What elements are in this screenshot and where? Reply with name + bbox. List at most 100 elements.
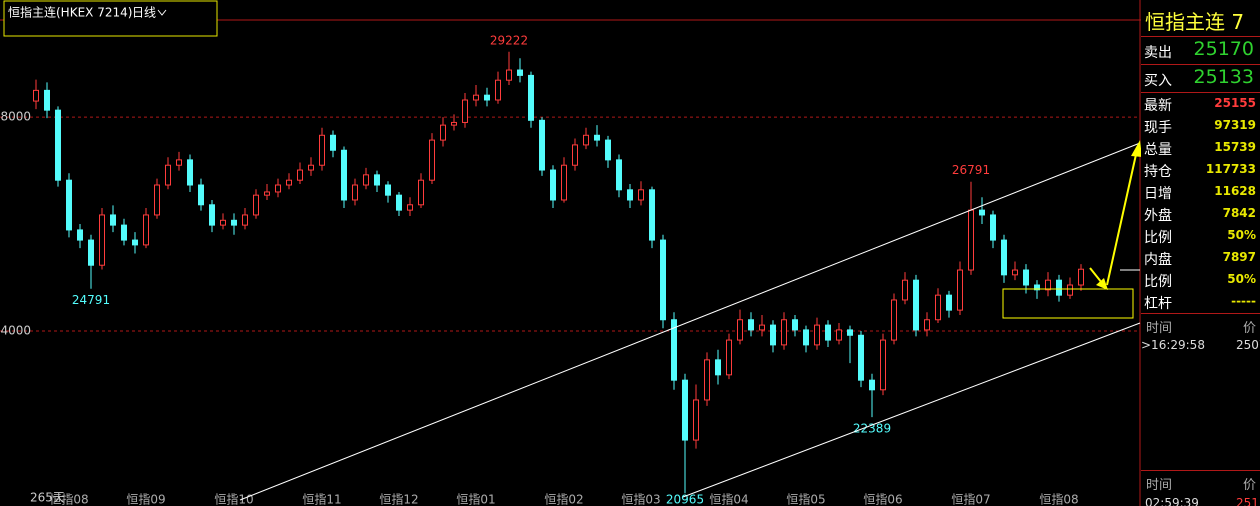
trade-price: 251 (1236, 496, 1259, 506)
candle-body (748, 319, 754, 331)
candle-body (770, 324, 776, 346)
low-label: 24791 (72, 293, 110, 307)
x-tick-label: 恒指03 (621, 492, 660, 506)
stat-label: 现手 (1144, 120, 1172, 136)
candle-body (33, 89, 39, 102)
stat-value: ----- (1231, 294, 1256, 308)
low-label: 20965 (666, 493, 704, 506)
quote-panel: 恒指主连 7 卖出 25170 买入 25133 最新 25155 现手 97319 总量 1… (1141, 0, 1260, 506)
candle-body (869, 379, 875, 391)
candle-body (660, 239, 666, 321)
candle-body (781, 319, 787, 346)
trade-time: 02:59:39 (1145, 496, 1199, 506)
stat-value: 50% (1227, 228, 1256, 242)
candle-body (495, 79, 501, 101)
candle-body (132, 239, 138, 246)
candle-body (682, 379, 688, 441)
arrow (1106, 149, 1138, 286)
candle-body (968, 209, 974, 271)
x-tick-label: 恒指11 (302, 492, 341, 506)
candle-body (55, 109, 61, 181)
candle-body (198, 184, 204, 206)
candle-body (319, 134, 325, 166)
candle-body (539, 119, 545, 171)
stat-value: 15739 (1214, 140, 1256, 154)
candle-body (759, 324, 765, 331)
header-box (3, 0, 218, 37)
ask-row: 卖出 25170 (1141, 36, 1260, 64)
candle-body (352, 184, 358, 201)
candle-body (957, 269, 963, 311)
candle-body (561, 164, 567, 201)
stat-row: 外盘 7842 (1141, 202, 1260, 224)
candle-body (704, 359, 710, 401)
x-tick-label: 恒指05 (786, 492, 825, 506)
candle-body (737, 319, 743, 341)
bid-row: 买入 25133 (1141, 64, 1260, 92)
candle-body (77, 229, 83, 241)
candle-body (594, 134, 600, 141)
trade-row: 02:59:39 251 (1141, 493, 1260, 506)
candle-body (935, 294, 941, 321)
candle-body (440, 124, 446, 141)
trades-header: 时间 价 (1141, 470, 1260, 493)
candle-body (649, 189, 655, 241)
y-tick-label: 24000 (0, 323, 31, 337)
candle-body (341, 149, 347, 201)
candle-body (66, 179, 72, 231)
stat-row: 日增 11628 (1141, 180, 1260, 202)
stat-label: 最新 (1144, 98, 1172, 114)
period: 日线 (132, 6, 156, 20)
x-tick-label: 恒指08 (1039, 492, 1078, 506)
candle-body (946, 294, 952, 311)
candle-body (627, 189, 633, 201)
x-tick-label: 恒指10 (214, 492, 253, 506)
stat-value: 7842 (1222, 206, 1256, 220)
candle-body (726, 339, 732, 376)
trade-price: 2507 (1236, 338, 1260, 352)
panel-title: 恒指主连 7 (1145, 10, 1245, 34)
candle-body (528, 74, 534, 121)
bid-value: 25133 (1193, 66, 1254, 88)
candle-body (286, 179, 292, 186)
high-label: 29222 (490, 33, 528, 47)
candle-body (99, 214, 105, 266)
header-time: 时间 (1146, 478, 1173, 493)
bid-label: 买入 (1144, 73, 1172, 89)
header-time: 时间 (1146, 321, 1173, 336)
period-label: 265天 (30, 491, 65, 505)
stat-row: 比例 50% (1141, 268, 1260, 290)
x-tick-label: 恒指01 (456, 492, 495, 506)
candle-body (462, 99, 468, 123)
stat-label: 内盘 (1144, 252, 1172, 268)
plot: 24000 28000 恒指08 恒指09 恒指10 恒指11 恒指12 恒指01 恒指02 恒指… (0, 33, 1140, 506)
stat-row: 杠杆 ----- (1141, 290, 1260, 312)
candle-body (165, 164, 171, 186)
candle-body (913, 279, 919, 331)
stat-row: 现手 97319 (1141, 114, 1260, 136)
candle-body (979, 209, 985, 216)
dropdown-icon[interactable] (157, 9, 167, 16)
candle-body (550, 169, 556, 201)
candle-body (836, 329, 842, 341)
candle-body (858, 334, 864, 381)
candle-body (616, 159, 622, 191)
candle-body (220, 219, 226, 226)
arrow-head (1131, 140, 1141, 157)
candle-body (671, 319, 677, 381)
divider (1141, 92, 1260, 93)
stat-label: 比例 (1144, 274, 1172, 290)
candle-body (451, 121, 457, 126)
candle-body (88, 239, 94, 266)
candle-body (176, 159, 182, 166)
stat-value: 11628 (1214, 184, 1256, 198)
candle-body (154, 184, 160, 216)
candle-body (231, 219, 237, 226)
x-tick-label: 恒指08 (49, 492, 88, 506)
x-tick-label: 恒指06 (863, 492, 902, 506)
candle-body (44, 89, 50, 111)
candle-body (803, 329, 809, 346)
candle-body (1023, 269, 1029, 286)
candle-body (473, 94, 479, 101)
candle-body (1034, 284, 1040, 291)
